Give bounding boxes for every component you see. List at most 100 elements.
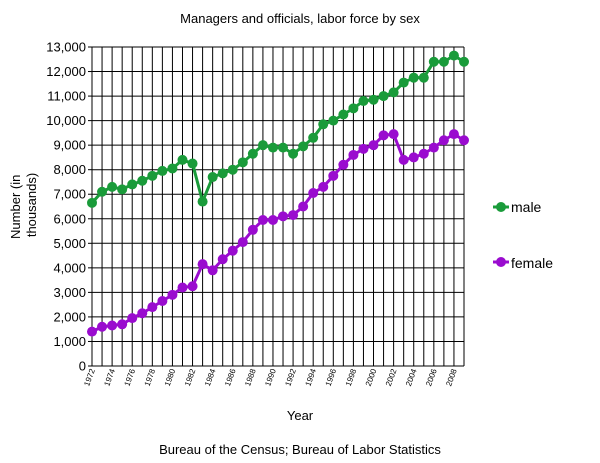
male-point-1988 bbox=[247, 148, 258, 159]
female-point-1981 bbox=[177, 282, 188, 293]
male-point-1999 bbox=[358, 95, 369, 106]
male-point-2003 bbox=[398, 77, 409, 88]
male-point-2008 bbox=[448, 50, 459, 61]
male-point-1983 bbox=[197, 196, 208, 207]
legend-male-swatch-dot bbox=[496, 202, 506, 212]
female-point-1992 bbox=[288, 210, 299, 221]
female-point-1979 bbox=[157, 295, 168, 306]
y-tick-label: 9,000 bbox=[53, 138, 86, 153]
male-point-1973 bbox=[97, 186, 108, 197]
x-tick-label: 1980 bbox=[163, 367, 178, 387]
x-tick-label: 2006 bbox=[424, 367, 439, 387]
chart-title: Managers and officials, labor force by s… bbox=[180, 11, 420, 26]
y-axis-label-line-1: Number (in bbox=[8, 175, 23, 239]
male-point-1994 bbox=[308, 132, 319, 143]
female-point-1994 bbox=[308, 188, 319, 199]
x-tick-label: 1990 bbox=[263, 367, 278, 387]
legend-female-swatch-dot bbox=[496, 257, 506, 267]
male-point-1985 bbox=[217, 168, 228, 179]
female-point-1974 bbox=[107, 320, 118, 331]
male-point-1981 bbox=[177, 154, 188, 165]
y-tick-label: 5,000 bbox=[53, 236, 86, 251]
female-point-2004 bbox=[408, 152, 419, 163]
male-point-1996 bbox=[328, 115, 339, 126]
female-point-1984 bbox=[207, 265, 218, 276]
male-point-2004 bbox=[408, 72, 419, 83]
female-point-1983 bbox=[197, 259, 208, 270]
male-point-1993 bbox=[298, 141, 309, 152]
legend-female-label: female bbox=[511, 255, 553, 271]
y-tick-label: 13,000 bbox=[46, 40, 86, 55]
male-point-2000 bbox=[368, 94, 379, 105]
x-tick-label: 2008 bbox=[444, 367, 459, 387]
male-point-2002 bbox=[388, 87, 399, 98]
female-point-1980 bbox=[167, 289, 178, 300]
x-tick-label: 1976 bbox=[123, 367, 138, 387]
female-point-1991 bbox=[278, 211, 289, 222]
male-point-2001 bbox=[378, 91, 389, 102]
female-point-2000 bbox=[368, 140, 379, 151]
female-point-1998 bbox=[348, 149, 359, 160]
male-point-1997 bbox=[338, 109, 349, 120]
male-point-1992 bbox=[288, 148, 299, 159]
male-point-2009 bbox=[459, 56, 469, 67]
y-tick-label: 3,000 bbox=[53, 285, 86, 300]
male-point-1990 bbox=[267, 142, 278, 153]
male-point-1991 bbox=[278, 142, 289, 153]
x-tick-label: 1984 bbox=[203, 367, 218, 387]
male-point-1977 bbox=[137, 175, 148, 186]
y-tick-label: 2,000 bbox=[53, 309, 86, 324]
y-tick-label: 0 bbox=[79, 359, 86, 374]
legend-item-male: male bbox=[493, 199, 542, 215]
male-point-2006 bbox=[428, 56, 439, 67]
female-point-1993 bbox=[298, 201, 309, 212]
x-tick-label: 1994 bbox=[304, 367, 319, 387]
y-tick-label: 7,000 bbox=[53, 187, 86, 202]
male-point-1972 bbox=[87, 197, 97, 208]
female-line bbox=[91, 132, 465, 333]
y-tick-label: 8,000 bbox=[53, 162, 86, 177]
female-point-1999 bbox=[358, 143, 369, 154]
x-axis-label: Year bbox=[287, 408, 314, 423]
female-point-1982 bbox=[187, 281, 198, 292]
plot-grid bbox=[91, 46, 465, 367]
x-tick-label: 2004 bbox=[404, 367, 419, 387]
female-point-2007 bbox=[438, 135, 449, 146]
female-point-1987 bbox=[237, 237, 248, 248]
female-point-2008 bbox=[448, 129, 459, 140]
female-point-2005 bbox=[418, 148, 429, 159]
male-point-1979 bbox=[157, 165, 168, 176]
female-point-1973 bbox=[97, 321, 108, 332]
y-axis-ticks: 0 1,000 2,000 3,000 4,000 5,000 6,000 7,000 8,00… bbox=[46, 40, 92, 374]
source-note: Bureau of the Census; Bureau of Labor St… bbox=[159, 442, 441, 457]
female-point-1990 bbox=[267, 214, 278, 225]
female-point-1988 bbox=[247, 224, 258, 235]
series-group bbox=[87, 50, 469, 337]
male-point-2005 bbox=[418, 72, 429, 83]
female-point-1997 bbox=[338, 159, 349, 170]
female-point-1995 bbox=[318, 181, 329, 192]
y-tick-label: 4,000 bbox=[53, 260, 86, 275]
x-tick-label: 1992 bbox=[283, 367, 298, 387]
female-point-2001 bbox=[378, 130, 389, 141]
female-point-1972 bbox=[87, 326, 97, 337]
male-point-1974 bbox=[107, 181, 118, 192]
male-point-1986 bbox=[227, 164, 238, 175]
female-point-1985 bbox=[217, 254, 228, 265]
y-tick-label: 11,000 bbox=[47, 89, 86, 104]
female-point-2003 bbox=[398, 154, 409, 165]
female-point-1996 bbox=[328, 170, 339, 181]
male-point-1980 bbox=[167, 163, 178, 174]
female-point-2002 bbox=[388, 129, 399, 140]
x-axis-ticks: 1972 1974 1976 1978 1980 1982 1984 1986 1988 1990… bbox=[82, 367, 459, 387]
legend: male female bbox=[493, 199, 553, 271]
series-male bbox=[87, 50, 469, 208]
male-point-1995 bbox=[318, 119, 329, 130]
x-tick-label: 1982 bbox=[183, 367, 198, 387]
female-point-1975 bbox=[117, 319, 128, 330]
male-point-2007 bbox=[438, 56, 449, 67]
x-tick-label: 1986 bbox=[223, 367, 238, 387]
x-tick-label: 2000 bbox=[364, 367, 379, 387]
y-tick-label: 1,000 bbox=[53, 334, 86, 349]
x-tick-label: 1996 bbox=[324, 367, 339, 387]
